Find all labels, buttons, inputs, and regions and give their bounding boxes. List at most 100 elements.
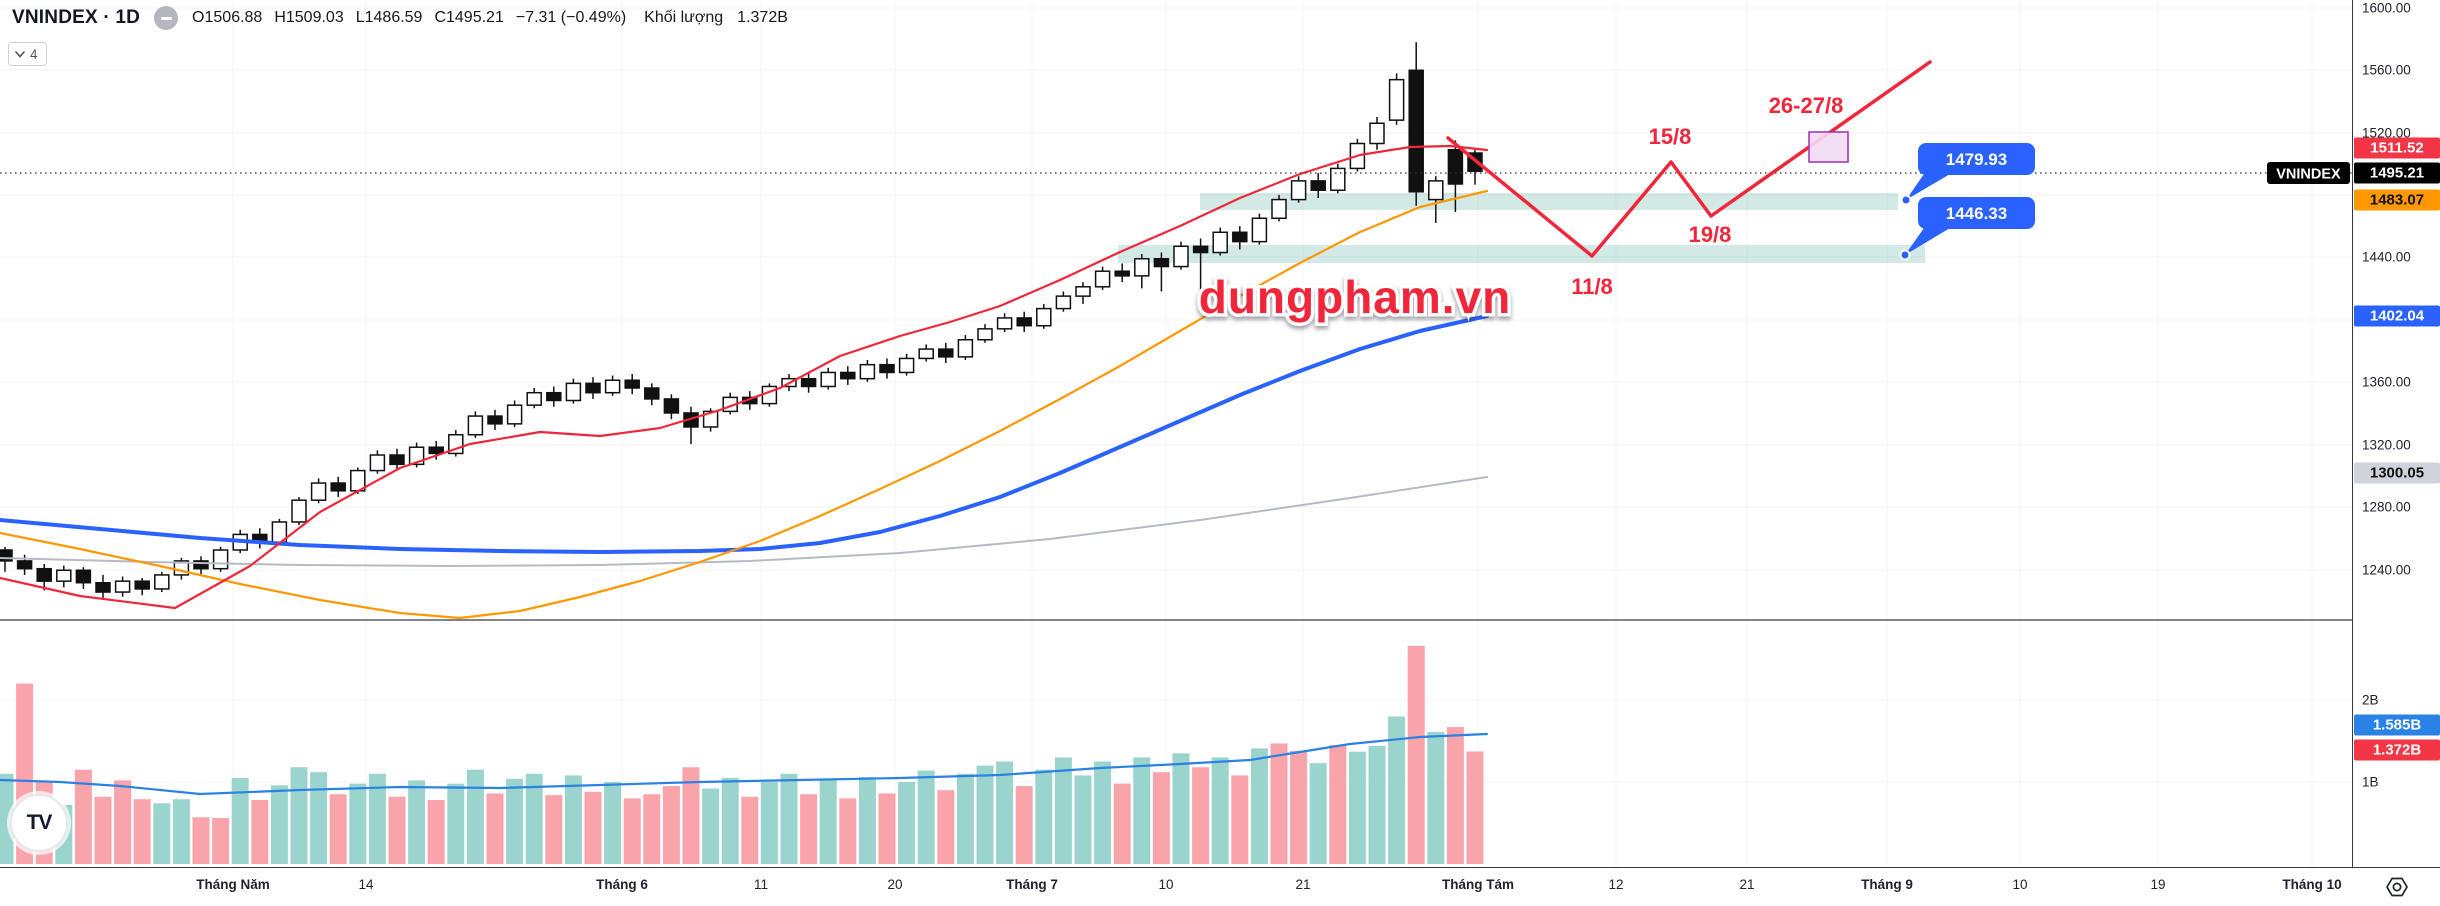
candle xyxy=(938,348,954,358)
candle xyxy=(193,560,209,570)
axis-price-label: 1360.00 xyxy=(2362,374,2411,390)
change-value: −7.31 (−0.49%) xyxy=(515,9,627,26)
axis-price-badge: 1402.04 xyxy=(2354,305,2440,327)
volume-bar xyxy=(937,790,955,864)
candle xyxy=(1251,217,1268,243)
candle xyxy=(820,371,836,388)
volume-bar xyxy=(74,769,92,864)
candle xyxy=(467,415,484,436)
target-box[interactable] xyxy=(1808,131,1849,163)
volume-bar xyxy=(800,794,818,864)
axis-time-label: 21 xyxy=(1739,877,1755,892)
price-axis[interactable]: 1600.00 1560.00 1520.00 1440.00 1360.00 1320.… xyxy=(2352,0,2440,867)
ma-slow-blue-line xyxy=(0,314,1489,554)
volume-bar xyxy=(133,799,151,864)
volume-bar xyxy=(447,783,465,864)
time-axis[interactable]: Tháng Năm 14 Tháng 6 11 20 Tháng 7 10 21 Tháng T… xyxy=(0,867,2440,906)
candle xyxy=(16,560,33,570)
volume-bar xyxy=(564,775,582,864)
date-annotation[interactable]: 11/8 xyxy=(1571,274,1613,299)
volume-bar xyxy=(466,769,484,864)
volume-bars xyxy=(0,645,1484,864)
volume-bar xyxy=(0,773,14,864)
volume-bar xyxy=(839,798,857,864)
volume-bar xyxy=(368,773,386,864)
candle xyxy=(1447,148,1464,185)
volume-bar xyxy=(506,778,524,864)
candle xyxy=(0,549,13,562)
volume-bar xyxy=(270,785,288,864)
candle xyxy=(879,363,895,374)
drawings-count-pill[interactable]: 4 xyxy=(8,42,47,66)
volume-bar xyxy=(1309,763,1327,864)
open-value: O1506.88 xyxy=(192,9,263,26)
volume-value: 1.372B xyxy=(737,9,788,26)
candle xyxy=(1134,258,1150,277)
volume-bar xyxy=(976,765,994,864)
date-annotation[interactable]: 26-27/8 xyxy=(1769,93,1844,118)
date-annotation[interactable]: 19/8 xyxy=(1689,222,1732,247)
axis-price-label: 1B xyxy=(2362,774,2379,790)
candle xyxy=(977,328,993,341)
candle xyxy=(1408,69,1424,193)
gear-icon[interactable] xyxy=(2384,874,2410,900)
candle xyxy=(859,363,876,380)
hide-indicator-icon[interactable] xyxy=(154,6,179,30)
axis-time-label: Tháng 9 xyxy=(1861,877,1913,892)
volume-bar xyxy=(956,773,974,864)
price-callout[interactable]: 1479.93 xyxy=(1900,143,2036,206)
candle xyxy=(291,499,307,523)
price-callout[interactable]: 1446.33 xyxy=(1899,197,2036,261)
axis-time-label: Tháng Năm xyxy=(196,877,270,892)
symbol-price-tag: VNINDEX xyxy=(2267,162,2350,184)
axis-price-label: 1440.00 xyxy=(2362,249,2411,265)
axis-price-label: 1600.00 xyxy=(2362,0,2411,16)
axis-price-badge: 1.585B xyxy=(2354,714,2440,736)
axis-price-label: 1520.00 xyxy=(2362,125,2411,141)
tradingview-logo[interactable]: TV xyxy=(10,794,68,852)
volume-bar xyxy=(741,796,759,864)
volume-bar xyxy=(349,783,367,864)
callout-anchor-dot xyxy=(1900,194,1912,206)
volume-bar xyxy=(584,791,602,864)
symbol-title[interactable]: VNINDEX · 1D xyxy=(12,7,141,28)
volume-bar xyxy=(1466,751,1484,864)
axis-time-label: 21 xyxy=(1295,877,1311,892)
volume-bar xyxy=(212,818,230,864)
candle xyxy=(1310,180,1326,191)
candle xyxy=(56,569,72,582)
volume-bar xyxy=(878,793,896,864)
candle xyxy=(663,398,680,414)
volume-bar xyxy=(898,782,916,864)
volume-bar xyxy=(760,782,778,864)
candle xyxy=(1192,245,1209,254)
volume-bar xyxy=(1407,645,1425,864)
chart-plot[interactable]: dungpham.vn 15/8 26-27/8 19/8 11/8 1479.93 144… xyxy=(0,0,2352,867)
candle xyxy=(1232,231,1248,243)
axis-time-label: 10 xyxy=(1158,877,1174,892)
axis-time-label: 20 xyxy=(887,877,903,892)
candle xyxy=(1114,270,1130,277)
candle xyxy=(1212,231,1228,254)
axis-price-label: 1280.00 xyxy=(2362,499,2411,515)
date-annotation[interactable]: 15/8 xyxy=(1649,124,1692,149)
candle xyxy=(1428,180,1444,201)
candle xyxy=(75,569,92,584)
volume-bar xyxy=(819,780,837,864)
candle xyxy=(1290,180,1307,201)
candle xyxy=(212,549,229,570)
candle xyxy=(310,482,327,501)
volume-bar xyxy=(525,773,543,864)
axis-time-label: 19 xyxy=(2150,877,2166,892)
volume-bar xyxy=(290,767,308,864)
volume-bar xyxy=(427,800,445,864)
volume-bar xyxy=(1290,750,1308,864)
candle xyxy=(1055,295,1072,310)
candle xyxy=(898,357,915,374)
candle xyxy=(800,377,817,388)
axis-price-badge: 1.372B xyxy=(2354,739,2440,761)
forecast-drawing[interactable]: 15/8 26-27/8 19/8 11/8 xyxy=(1446,60,1932,299)
volume-bar xyxy=(1094,761,1112,864)
volume-bar xyxy=(917,770,935,864)
